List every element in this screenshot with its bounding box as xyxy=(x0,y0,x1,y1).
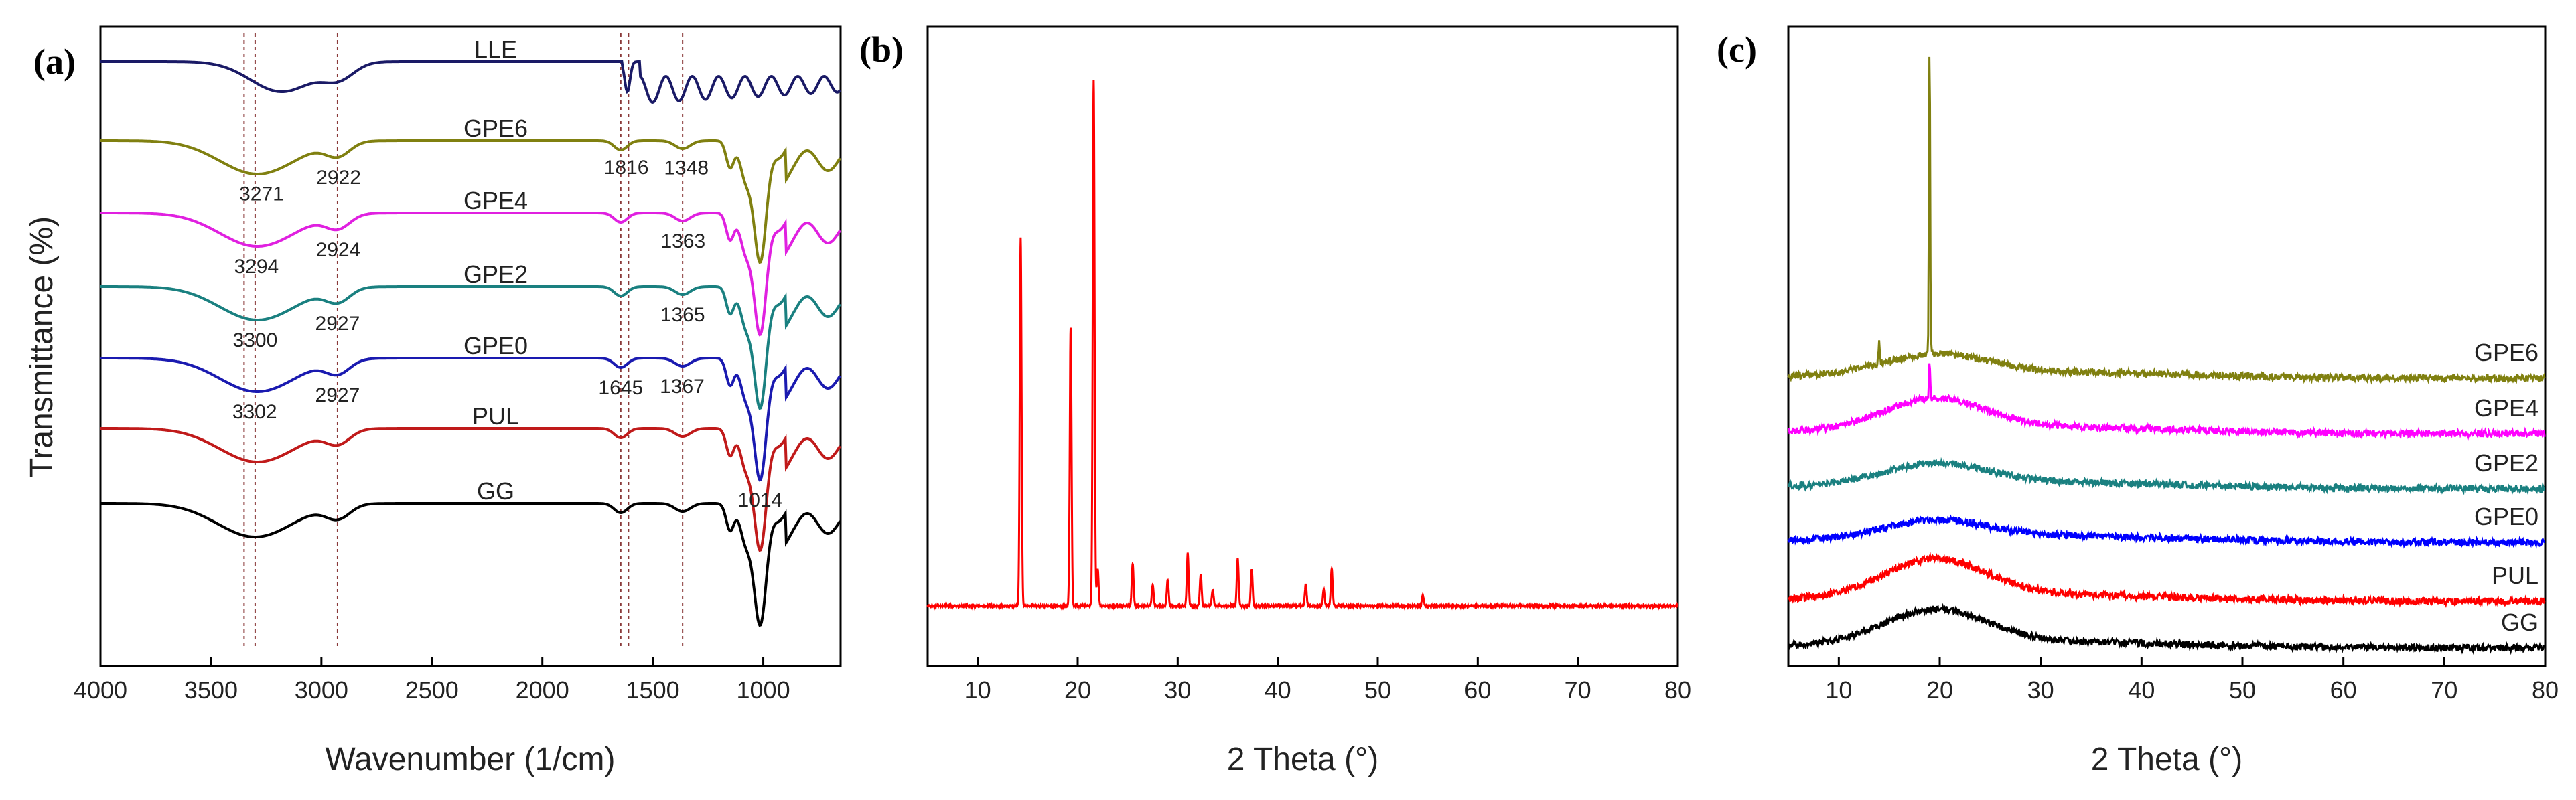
series-label-gpe0: GPE0 xyxy=(2474,503,2538,530)
x-tick-label: 30 xyxy=(1164,676,1191,704)
peak-annotations: 3271 2922 1816 1348 3294 2924 1363 3300 2927 1365… xyxy=(232,157,782,511)
series-line-pul xyxy=(100,427,841,552)
x-tick-label: 4000 xyxy=(74,676,127,704)
x-tick-label: 50 xyxy=(1364,676,1391,704)
x-tick-label: 10 xyxy=(1825,676,1852,704)
series-line-gg xyxy=(1787,603,2545,655)
series-line-gpe0 xyxy=(100,357,841,482)
series-label-gpe4: GPE4 xyxy=(463,187,528,214)
reference-lines xyxy=(243,33,684,646)
peak-annotation: 2924 xyxy=(316,239,361,261)
x-tick-label: 60 xyxy=(1464,676,1491,704)
peak-annotation: 3294 xyxy=(234,256,279,278)
series-label-gpe6: GPE6 xyxy=(463,114,528,142)
x-tick-label: 70 xyxy=(1565,676,1591,704)
series-line-lle xyxy=(100,60,841,104)
series-label-pul: PUL xyxy=(472,402,519,430)
xrd-stack-panel: GPE6 GPE4 GPE2 GPE0 PUL GG 10 20 30 40 50 60 70 80 2… xyxy=(1787,25,2559,777)
peak-annotation: 2927 xyxy=(315,384,360,406)
ftir-series: LLE GPE6 GPE4 GPE2 GPE0 PUL GG xyxy=(100,35,841,627)
x-tick-label: 3000 xyxy=(295,676,348,704)
x-axis-label-c: 2 Theta (°) xyxy=(2091,742,2242,777)
series-line-gpe4 xyxy=(100,212,841,337)
plot-frame-c xyxy=(1787,25,2547,667)
x-tick-label: 2500 xyxy=(405,676,459,704)
x-axis-label-a: Wavenumber (1/cm) xyxy=(326,742,616,777)
series-label-gpe4: GPE4 xyxy=(2474,394,2538,422)
series-label-pul: PUL xyxy=(2492,562,2538,589)
panel-label-a: (a) xyxy=(33,42,76,82)
plot-frame-b xyxy=(926,25,1679,667)
x-axis-label-b: 2 Theta (°) xyxy=(1227,742,1378,777)
x-tick-label: 40 xyxy=(1265,676,1291,704)
ftir-panel: LLE GPE6 GPE4 GPE2 GPE0 PUL GG 3271 2922 1816 134… xyxy=(24,25,842,777)
x-tick-label: 60 xyxy=(2330,676,2357,704)
x-tick-label: 70 xyxy=(2431,676,2457,704)
x-tick-label: 20 xyxy=(1064,676,1091,704)
x-tick-label: 50 xyxy=(2229,676,2256,704)
peak-annotation: 2927 xyxy=(315,313,360,335)
series-label-gpe2: GPE2 xyxy=(463,260,528,288)
peak-annotation: 1365 xyxy=(660,304,705,326)
xrd-line xyxy=(926,80,1679,611)
xrd-series xyxy=(926,80,1679,611)
x-tick-label: 1000 xyxy=(737,676,790,704)
x-axis-ticks: 10 20 30 40 50 60 70 80 xyxy=(1825,657,2559,704)
x-tick-label: 2000 xyxy=(516,676,569,704)
series-line-pul xyxy=(1787,552,2546,609)
peak-annotation: 1816 xyxy=(604,157,649,179)
series-label-gg: GG xyxy=(2501,609,2538,636)
peak-annotation: 1645 xyxy=(598,377,643,399)
series-line-gg xyxy=(100,502,841,627)
series-line-gpe0 xyxy=(1787,514,2546,549)
x-tick-label: 40 xyxy=(2128,676,2155,704)
x-axis-ticks: 10 20 30 40 50 60 70 80 xyxy=(964,657,1691,704)
peak-annotation: 1348 xyxy=(664,157,709,179)
x-tick-label: 1500 xyxy=(626,676,680,704)
series-line-gpe6 xyxy=(1787,56,2546,385)
peak-annotation: 1014 xyxy=(738,489,783,511)
peak-annotation: 2922 xyxy=(316,167,361,189)
peak-annotation: 1367 xyxy=(660,376,705,398)
series-label-lle: LLE xyxy=(474,35,517,63)
series-label-gg: GG xyxy=(477,477,514,505)
series-label-gpe2: GPE2 xyxy=(2474,449,2538,477)
series-label-gpe0: GPE0 xyxy=(463,332,528,359)
x-tick-label: 3500 xyxy=(184,676,238,704)
xrd-stack-series: GPE6 GPE4 GPE2 GPE0 PUL GG xyxy=(1787,56,2546,655)
peak-annotation: 1363 xyxy=(660,230,705,252)
x-tick-label: 20 xyxy=(1926,676,1953,704)
series-line-gpe4 xyxy=(1788,363,2546,441)
peak-annotation: 3302 xyxy=(232,401,277,423)
xrd-panel: 10 20 30 40 50 60 70 80 2 Theta (°) xyxy=(926,25,1691,777)
series-line-gpe2 xyxy=(100,285,841,410)
peak-annotation: 3271 xyxy=(239,183,284,206)
x-tick-label: 80 xyxy=(2532,676,2559,704)
plot-frame-a xyxy=(99,25,842,667)
series-line-gpe2 xyxy=(1788,457,2546,495)
x-tick-label: 10 xyxy=(964,676,991,704)
panel-label-c: (c) xyxy=(1717,29,1757,70)
series-line-gpe6 xyxy=(100,139,841,264)
series-label-gpe6: GPE6 xyxy=(2474,339,2538,366)
y-axis-label-a: Transmittance (%) xyxy=(24,216,60,477)
x-axis-ticks: 4000 3500 3000 2500 2000 1500 1000 xyxy=(74,657,790,704)
x-tick-label: 80 xyxy=(1664,676,1691,704)
panel-label-b: (b) xyxy=(859,29,904,70)
x-tick-label: 30 xyxy=(2027,676,2054,704)
peak-annotation: 3300 xyxy=(233,329,278,351)
